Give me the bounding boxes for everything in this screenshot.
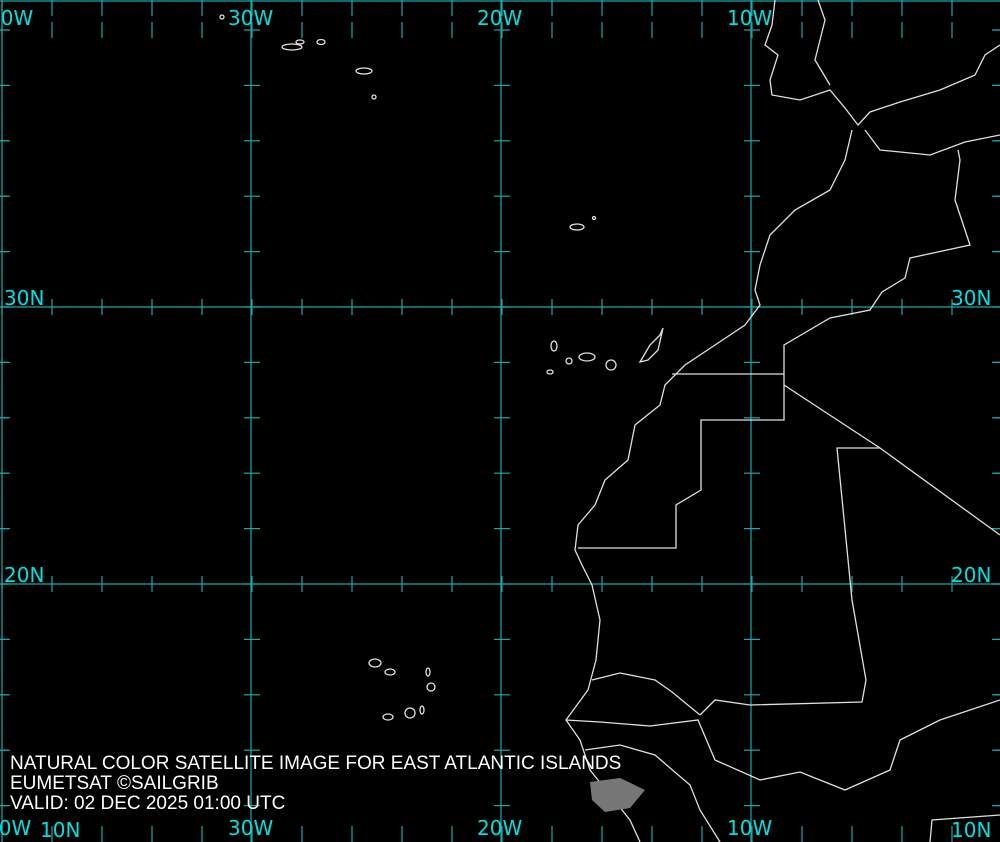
algeria-mauritania-border	[783, 384, 1000, 536]
lon-label-top-40w: 40W	[0, 6, 34, 30]
cape-verde-island	[404, 707, 416, 719]
azores-island	[316, 38, 326, 46]
canary-island	[638, 327, 664, 364]
lon-label-bottom-30w: 30W	[228, 816, 274, 840]
lon-label-top-30w: 30W	[228, 6, 274, 30]
lat-label-right-10n: 10N	[951, 818, 992, 842]
lon-label-top-10w: 10W	[727, 6, 773, 30]
lat-label-right-20n: 20N	[951, 563, 992, 587]
cape-verde-island	[419, 705, 425, 715]
canary-island	[578, 352, 596, 362]
africa-coast	[565, 129, 853, 842]
mauritania-mali-border	[699, 447, 880, 716]
guinea-border	[584, 744, 721, 842]
cape-verde-island	[368, 658, 382, 668]
azores-island	[371, 94, 377, 100]
cape-verde-island	[425, 667, 431, 677]
canary-island	[565, 357, 573, 365]
image-credit: EUMETSAT ©SAILGRIB	[10, 773, 219, 794]
cape-verde-island	[426, 682, 436, 692]
lat-label-left-20n: 20N	[4, 563, 45, 587]
bissagos-clouds	[590, 778, 645, 812]
iberia-coast	[764, 0, 1000, 127]
lon-label-bottom-40w: 40W	[0, 816, 32, 840]
azores-island	[281, 43, 303, 51]
lon-label-bottom-20w: 20W	[477, 816, 523, 840]
lat-label-left-10n: 10N	[40, 818, 81, 842]
azores-island	[219, 14, 225, 20]
canary-island	[605, 359, 617, 371]
iberia-north	[814, 0, 831, 86]
morocco-algeria-border	[783, 149, 971, 374]
lat-label-left-30n: 30N	[4, 286, 45, 310]
madeira-island	[591, 215, 597, 221]
senegal-river-border	[591, 672, 701, 716]
cape-verde-island	[382, 713, 394, 721]
cape-verde-island	[384, 668, 396, 676]
islands	[219, 14, 664, 721]
madeira-island	[569, 223, 585, 231]
azores-island	[295, 39, 305, 45]
lon-label-bottom-10w: 10W	[727, 816, 773, 840]
south-border	[929, 814, 1000, 842]
west-africa-borders	[565, 699, 1000, 791]
western-sahara-border	[578, 373, 785, 549]
lat-label-right-30n: 30N	[951, 286, 992, 310]
azores-island	[355, 67, 373, 75]
canary-island	[550, 340, 558, 352]
valid-time: VALID: 02 DEC 2025 01:00 UTC	[10, 793, 286, 814]
image-title: NATURAL COLOR SATELLITE IMAGE FOR EAST A…	[10, 753, 622, 774]
north-africa-coast	[864, 129, 1000, 156]
coastlines	[565, 0, 1000, 842]
canary-island	[546, 369, 554, 375]
lon-label-top-20w: 20W	[477, 6, 523, 30]
